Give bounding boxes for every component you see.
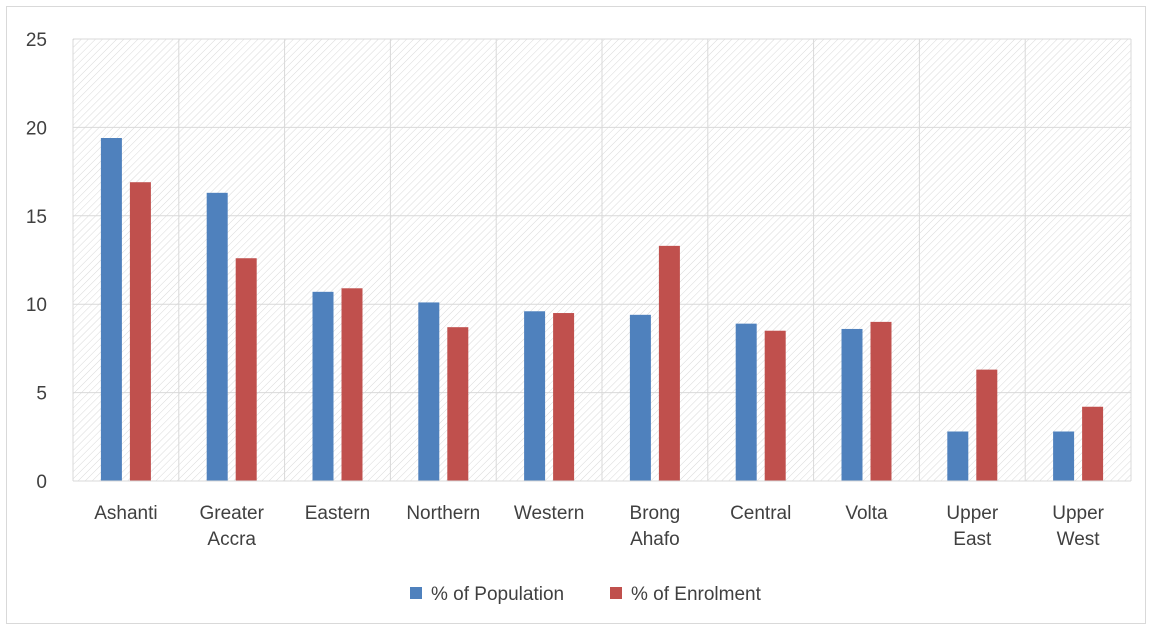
bar-enrolment xyxy=(658,245,680,481)
x-tick-label: Northern xyxy=(406,503,480,524)
y-tick-label: 0 xyxy=(36,472,47,493)
x-axis: Ashanti Greater Accra Eastern Northern Wester… xyxy=(73,480,1131,550)
bars xyxy=(100,138,1104,482)
x-tick-label: Volta xyxy=(845,503,888,524)
legend-label-enrolment: % of Enrolment xyxy=(631,584,762,605)
bar-population xyxy=(312,291,334,481)
x-tick-label: Eastern xyxy=(305,503,370,524)
bar-enrolment xyxy=(447,327,469,481)
legend-swatch-enrolment xyxy=(610,587,622,599)
y-tick-label: 15 xyxy=(26,207,47,228)
y-tick-label: 10 xyxy=(26,295,47,316)
x-tick-label: Central xyxy=(730,503,791,524)
bar-enrolment xyxy=(870,321,892,481)
x-tick-label: Upper East xyxy=(946,503,998,550)
y-tick-label: 25 xyxy=(26,30,47,51)
bar-enrolment xyxy=(235,258,257,481)
x-tick-label: Brong Ahafo xyxy=(630,503,681,550)
legend-swatch-population xyxy=(410,587,422,599)
bar-population xyxy=(100,138,122,481)
bar-enrolment xyxy=(764,330,786,481)
bar-population xyxy=(735,323,757,481)
bar-enrolment xyxy=(341,288,363,481)
x-tick-label: Ashanti xyxy=(94,503,157,524)
bar-enrolment xyxy=(553,313,575,481)
y-axis: 0 5 10 15 20 25 xyxy=(26,30,47,493)
legend: % of Population % of Enrolment xyxy=(410,584,762,605)
bar-population xyxy=(418,302,440,481)
bar-population xyxy=(1053,431,1075,481)
x-tick-label: Greater Accra xyxy=(199,503,264,550)
y-tick-label: 5 xyxy=(36,384,47,405)
bar-enrolment xyxy=(129,182,151,481)
bar-population xyxy=(629,314,651,481)
gridlines xyxy=(72,38,1132,482)
bar-population xyxy=(206,192,228,482)
x-tick-label: Western xyxy=(514,503,584,524)
bar-enrolment xyxy=(1082,406,1104,481)
bar-population xyxy=(841,328,863,481)
bar-population xyxy=(524,311,546,481)
bar-population xyxy=(947,431,969,481)
legend-label-population: % of Population xyxy=(431,584,564,605)
x-tick-label: Upper West xyxy=(1052,503,1104,550)
y-tick-label: 20 xyxy=(26,118,47,139)
bar-enrolment xyxy=(976,369,998,481)
